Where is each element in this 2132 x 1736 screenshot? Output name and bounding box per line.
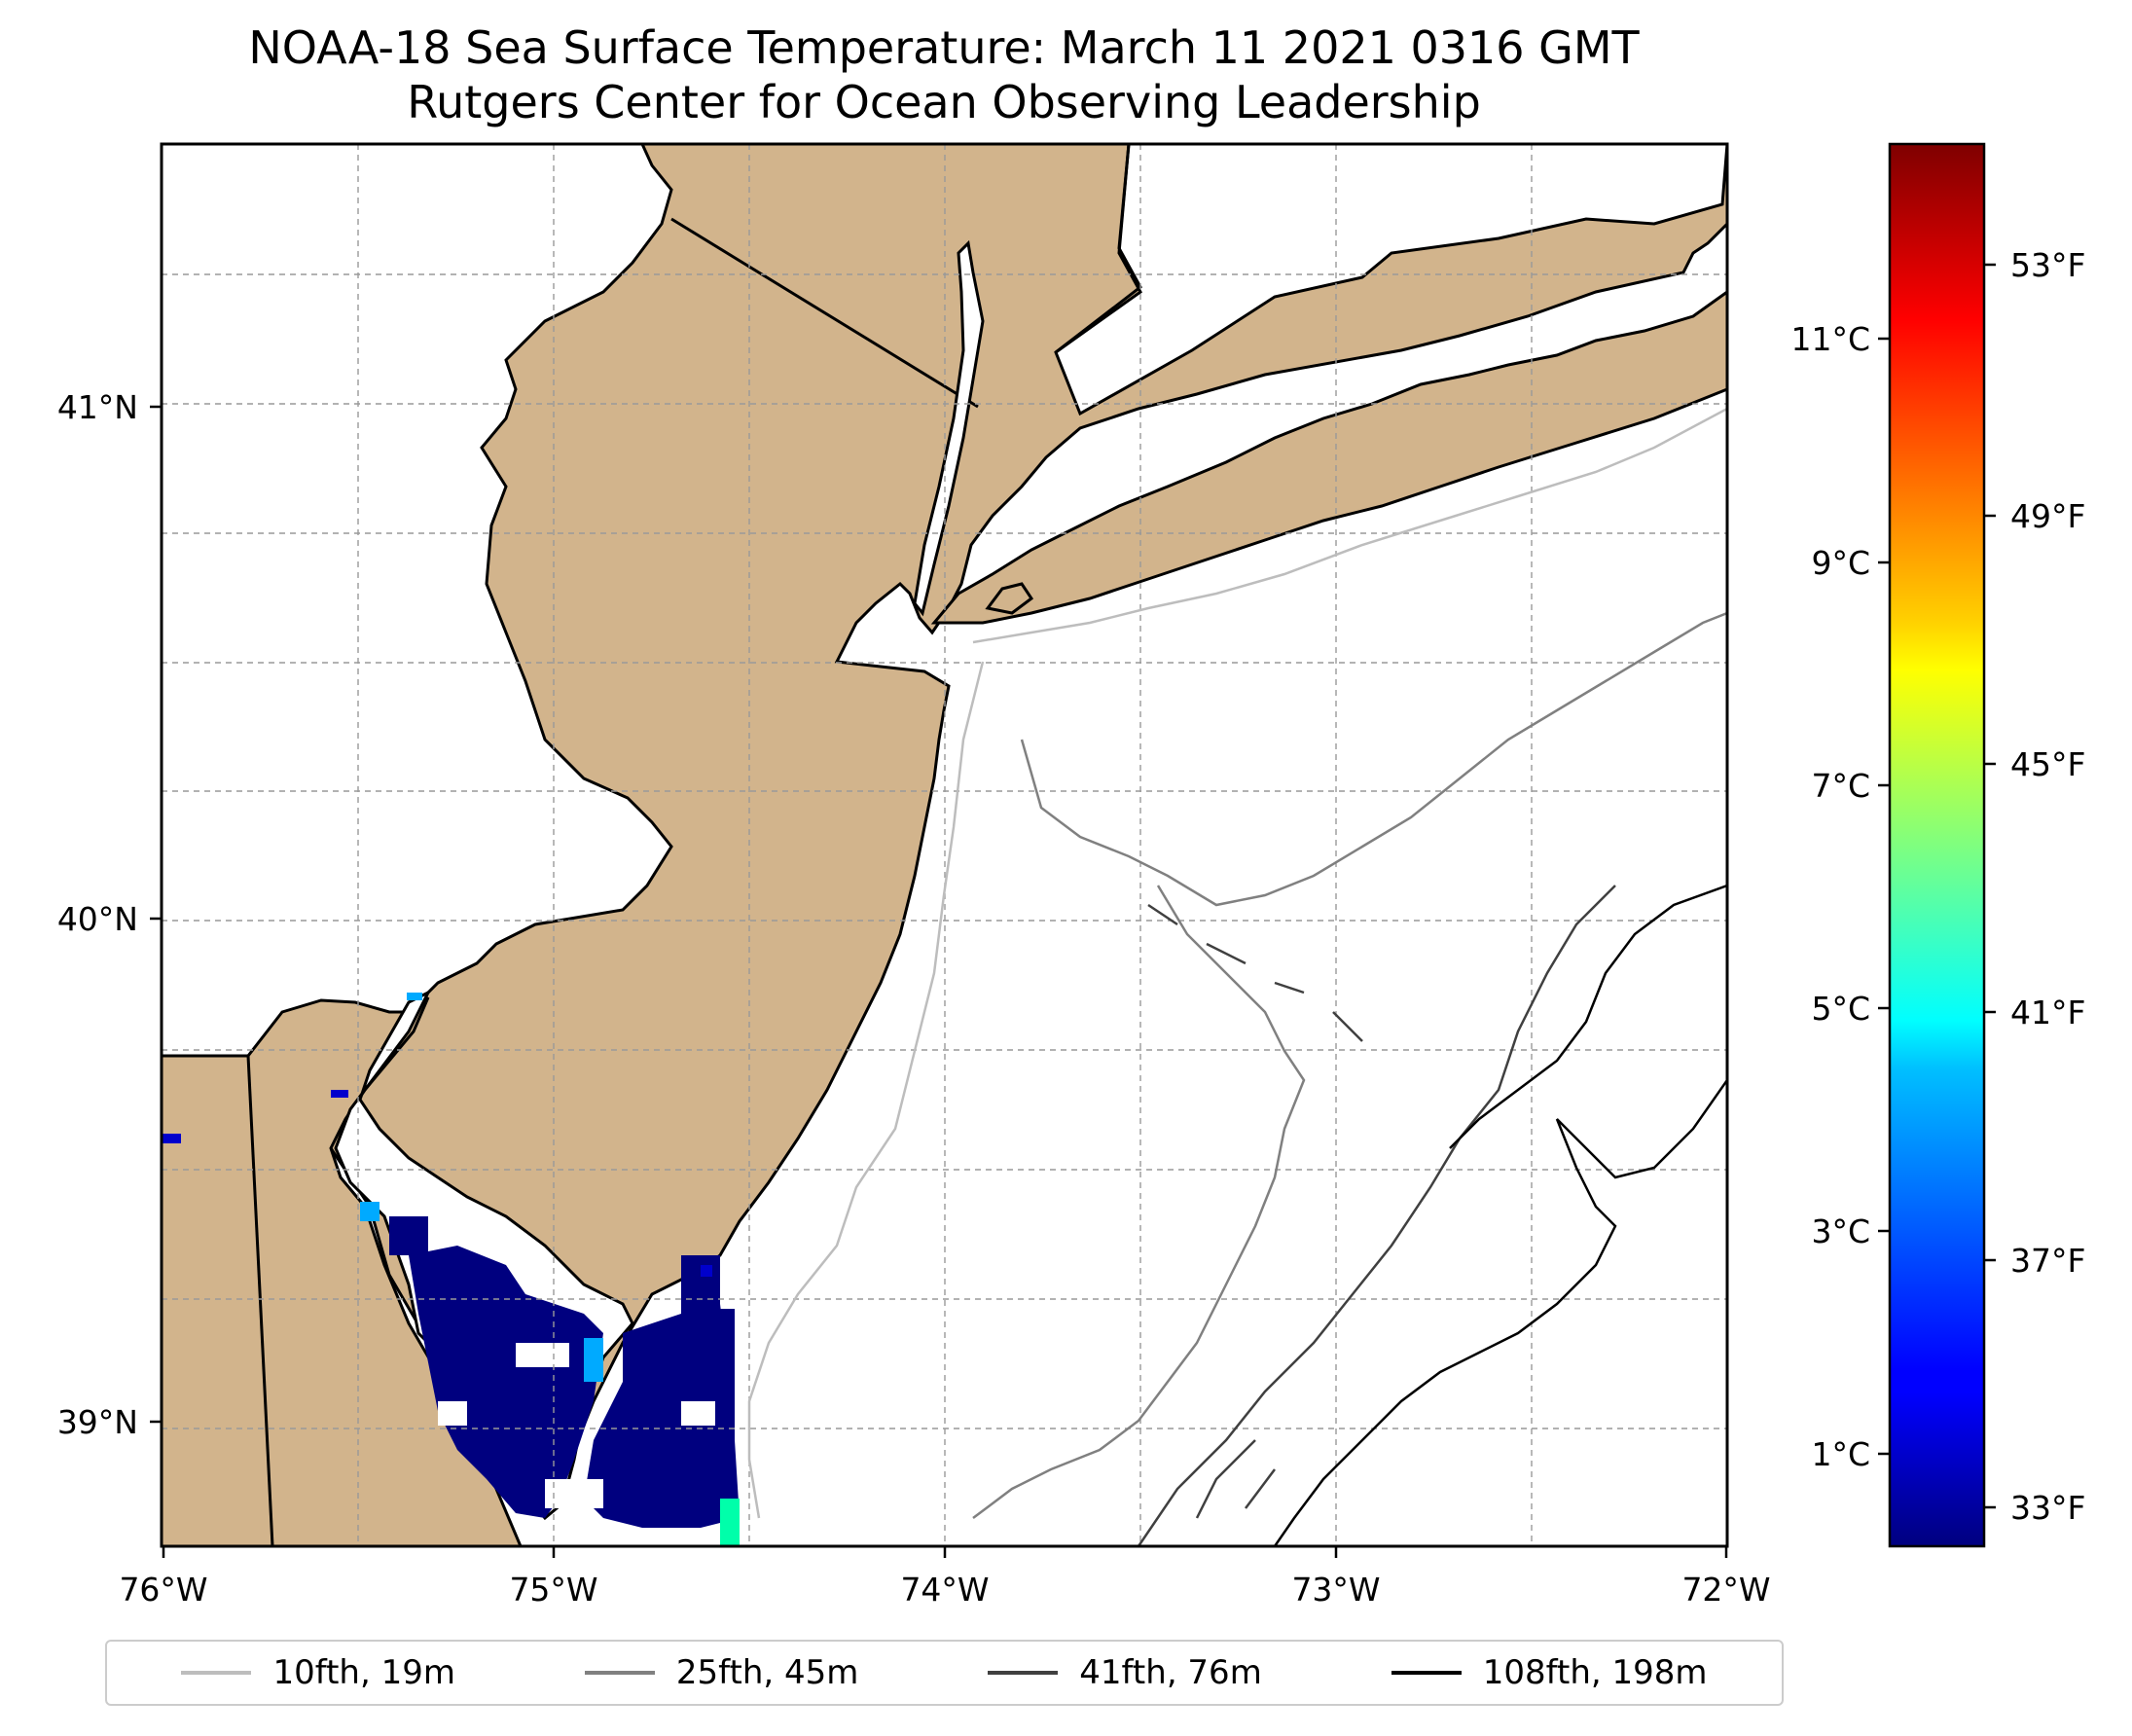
colorbar-celsius-label: 5°C (1811, 990, 1870, 1028)
colorbar-celsius-label: 1°C (1811, 1435, 1870, 1473)
map-subtitle: Rutgers Center for Ocean Observing Leade… (407, 76, 1481, 128)
legend-item: 41fth, 76m (988, 1653, 1262, 1692)
lon-tick-label: 75°W (509, 1571, 597, 1609)
lon-tick-label: 73°W (1291, 1571, 1380, 1609)
legend-label: 41fth, 76m (1079, 1653, 1262, 1692)
colorbar-celsius-label: 11°C (1790, 320, 1870, 358)
hudson-river (913, 239, 985, 617)
lon-tick-label: 74°W (900, 1571, 989, 1609)
map-title: NOAA-18 Sea Surface Temperature: March 1… (248, 21, 1640, 74)
lon-tick-label: 76°W (119, 1571, 207, 1609)
map-plot-area (162, 144, 1727, 1546)
lat-tick-label: 39°N (57, 1403, 138, 1441)
legend-swatch-25fth (584, 1671, 655, 1675)
colorbar-fahrenheit-label: 37°F (2010, 1242, 2085, 1280)
lat-tick-label: 41°N (57, 388, 138, 426)
colorbar-ticks (1878, 263, 1996, 1509)
isobath-41fth (1137, 885, 1616, 1546)
legend-swatch-108fth (1391, 1671, 1462, 1675)
colorbar-fahrenheit-label: 45°F (2010, 745, 2085, 783)
state-borders (162, 144, 1142, 1546)
legend-item: 108fth, 198m (1391, 1653, 1708, 1692)
colorbar-celsius-label: 7°C (1811, 767, 1870, 805)
legend-item: 25fth, 45m (584, 1653, 859, 1692)
colorbar-fahrenheit-label: 33°F (2010, 1489, 2085, 1527)
legend-label: 10fth, 19m (272, 1653, 455, 1692)
legend-label: 108fth, 198m (1482, 1653, 1708, 1692)
lat-tick-marks (150, 405, 162, 1424)
legend-swatch-10fth (181, 1671, 252, 1675)
lat-tick-label: 40°N (57, 900, 138, 938)
colorbar-celsius-label: 9°C (1811, 544, 1870, 582)
isobath-legend: 10fth, 19m 25fth, 45m 41fth, 76m 108fth,… (105, 1640, 1784, 1706)
gridlines (162, 144, 1727, 1546)
lon-tick-label: 72°W (1681, 1571, 1770, 1609)
legend-item: 10fth, 19m (181, 1653, 455, 1692)
colorbar-fahrenheit-label: 41°F (2010, 994, 2085, 1031)
colorbar-fahrenheit-label: 49°F (2010, 497, 2085, 535)
mainland-land (162, 144, 1727, 1493)
legend-swatch-41fth (988, 1671, 1059, 1675)
colorbar-celsius-label: 3°C (1811, 1212, 1870, 1250)
colorbar (1888, 142, 1986, 1548)
sst-data-pixels (162, 993, 740, 1546)
legend-label: 25fth, 45m (675, 1653, 859, 1692)
isobath-108fth (1273, 884, 1727, 1546)
long-island (930, 290, 1727, 625)
small-island (985, 582, 1034, 615)
isobath-10fth (747, 407, 1727, 1519)
lon-tick-marks (162, 1546, 1728, 1558)
isobath-25fth (972, 611, 1727, 1519)
colorbar-fahrenheit-label: 53°F (2010, 246, 2085, 284)
